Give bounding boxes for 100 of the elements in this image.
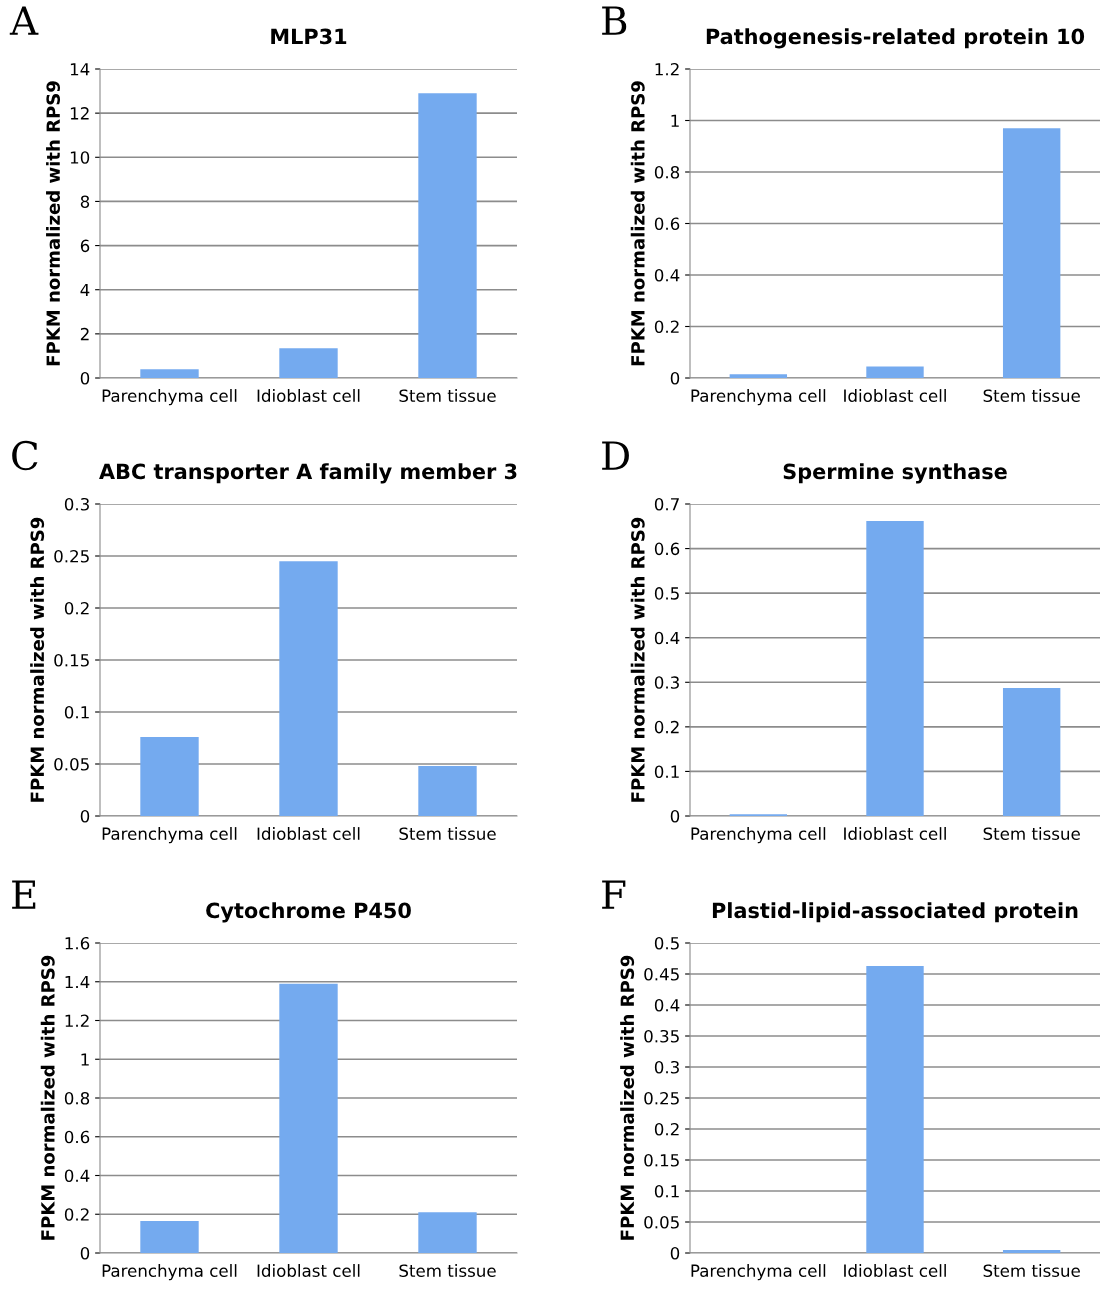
- y-axis-title: FPKM normalized with RPS9: [630, 517, 645, 802]
- text: E: [12, 880, 36, 909]
- y-tick-label: 0.6: [654, 217, 680, 231]
- y-axis-title: FPKM normalized with RPS9: [30, 517, 45, 802]
- bar: [1002, 688, 1061, 816]
- text: C: [12, 440, 38, 471]
- y-axis-title: FPKM normalized with RPS9: [40, 955, 55, 1240]
- y-tick-label: 0.7: [654, 497, 679, 511]
- y-tick-label: 0.25: [54, 549, 89, 563]
- y-tick-label: 0.3: [654, 676, 679, 689]
- y-tick-label: 0.35: [644, 1029, 679, 1043]
- x-tick-label: Parenchyma cell: [102, 1264, 237, 1281]
- x-tick-label: Stem tissue: [399, 389, 496, 403]
- y-tick-label: 0.15: [54, 653, 89, 667]
- chart-title: Pathogenesis-related protein 10: [706, 28, 1085, 49]
- y-tick-label: 0.1: [654, 1184, 679, 1198]
- y-tick-label: 0.5: [654, 587, 679, 600]
- y-tick-label: 0.2: [64, 1208, 89, 1221]
- y-tick-label: 1.6: [65, 936, 90, 950]
- y-tick-label: 0: [80, 371, 90, 385]
- y-tick-label: 8: [80, 195, 90, 208]
- y-tick-label: 0: [80, 809, 90, 823]
- y-tick-label: 0.6: [64, 1130, 90, 1144]
- y-tick-label: 0: [670, 809, 680, 823]
- y-tick-label: 12: [70, 107, 89, 120]
- bar: [140, 1221, 199, 1253]
- y-tick-label: 0.8: [64, 1091, 90, 1105]
- x-tick-label: Parenchyma cell: [691, 389, 826, 406]
- y-tick-label: 4: [80, 283, 90, 297]
- y-tick-label: 14: [70, 63, 90, 76]
- bar: [418, 1212, 477, 1253]
- y-axis-title: FPKM normalized with RPS9: [46, 81, 61, 366]
- bar: [279, 983, 338, 1253]
- y-tick-label: 0.45: [644, 967, 679, 981]
- y-tick-label: 0.4: [654, 268, 680, 282]
- y-axis-title: FPKM normalized with RPS9: [620, 955, 635, 1240]
- chart-title: ABC transporter A family member 3: [99, 463, 517, 484]
- x-tick-label: Idioblast cell: [844, 827, 946, 841]
- y-tick-label: 0.4: [654, 631, 680, 645]
- bar: [140, 736, 199, 816]
- x-tick-label: Idioblast cell: [844, 389, 946, 403]
- bar: [729, 374, 788, 378]
- x-tick-label: Idioblast cell: [257, 389, 360, 403]
- x-tick-label: Parenchyma cell: [691, 827, 826, 844]
- x-tick-label: Stem tissue: [983, 827, 1080, 841]
- bar: [279, 348, 338, 378]
- bar: [279, 561, 338, 816]
- y-tick-label: 0.6: [654, 542, 680, 556]
- y-tick-label: 0.5: [654, 936, 679, 950]
- chart-title: Spermine synthase: [783, 463, 1007, 484]
- chart-title: Plastid-lipid-associated protein: [712, 902, 1078, 923]
- y-tick-label: 0.05: [644, 1215, 679, 1229]
- y-tick-label: 0.05: [54, 757, 89, 771]
- x-tick-label: Idioblast cell: [844, 1264, 946, 1278]
- x-tick-label: Stem tissue: [399, 827, 496, 841]
- y-tick-label: 1: [81, 1053, 89, 1066]
- text: A: [9, 6, 39, 35]
- y-tick-label: 1.2: [65, 1014, 89, 1027]
- x-tick-label: Idioblast cell: [257, 1264, 360, 1278]
- chart-title: Cytochrome P450: [206, 902, 411, 923]
- y-tick-label: 0.3: [654, 1060, 679, 1074]
- y-tick-label: 0: [670, 371, 680, 385]
- y-tick-label: 0: [80, 1246, 90, 1260]
- bar: [140, 369, 199, 378]
- chart-title: MLP31: [271, 28, 347, 45]
- text: F: [602, 880, 626, 909]
- y-tick-label: 0.25: [644, 1091, 679, 1105]
- x-tick-label: Stem tissue: [983, 1264, 1080, 1278]
- bar: [418, 93, 477, 378]
- bar: [866, 520, 924, 816]
- x-tick-label: Idioblast cell: [257, 827, 360, 841]
- x-tick-label: Parenchyma cell: [691, 1264, 826, 1281]
- x-tick-label: Parenchyma cell: [102, 827, 237, 844]
- y-tick-label: 1.2: [655, 62, 679, 76]
- y-tick-label: 0.1: [654, 765, 679, 778]
- y-axis-title: FPKM normalized with RPS9: [630, 81, 645, 366]
- y-tick-label: 0.4: [64, 1169, 90, 1183]
- y-tick-label: 0: [670, 1246, 680, 1260]
- y-tick-label: 0.2: [64, 601, 89, 615]
- y-tick-label: 0.2: [654, 1122, 679, 1136]
- y-tick-label: 0.2: [654, 720, 679, 734]
- x-tick-label: Stem tissue: [399, 1264, 496, 1278]
- bar: [1002, 128, 1061, 378]
- y-tick-label: 1: [671, 114, 679, 127]
- x-tick-label: Stem tissue: [983, 389, 1080, 403]
- y-tick-label: 0.8: [654, 165, 680, 179]
- text: B: [602, 6, 627, 35]
- y-tick-label: 0.1: [64, 705, 89, 719]
- text: D: [602, 441, 629, 470]
- bar: [866, 366, 924, 378]
- y-tick-label: 2: [80, 327, 89, 341]
- x-tick-label: Parenchyma cell: [102, 389, 237, 406]
- y-tick-label: 6: [80, 239, 90, 253]
- y-tick-label: 0.3: [64, 497, 89, 511]
- y-tick-label: 1.4: [65, 975, 90, 989]
- y-tick-label: 0.2: [654, 320, 679, 334]
- bar: [418, 766, 477, 816]
- y-tick-label: 0.4: [654, 998, 680, 1012]
- y-tick-label: 0.15: [644, 1153, 679, 1167]
- y-tick-label: 10: [70, 151, 90, 164]
